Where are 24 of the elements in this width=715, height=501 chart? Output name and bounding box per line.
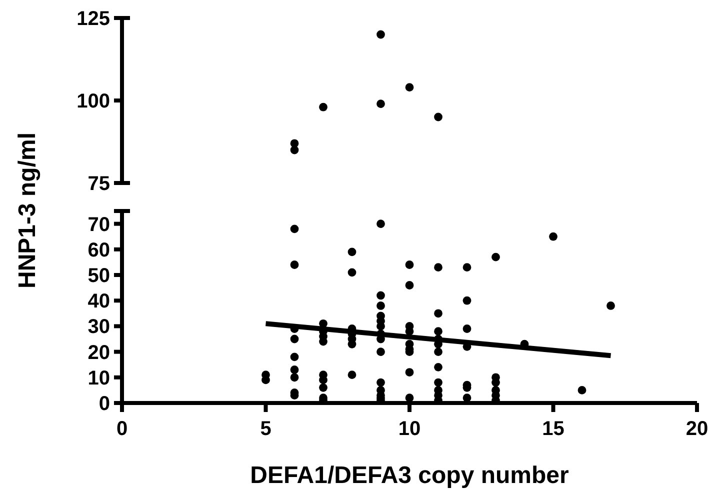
y-tick-label: 60 — [88, 239, 110, 262]
x-tick-label: 15 — [542, 418, 564, 440]
point — [290, 146, 299, 154]
y-axis-title: HNP1-3 ng/ml — [14, 132, 41, 289]
y-tick-label: 40 — [88, 290, 110, 313]
point — [434, 112, 442, 122]
y-tick-label: 100 — [76, 90, 110, 112]
x-tick-label: 10 — [398, 418, 421, 440]
y-tick-label: 75 — [88, 173, 110, 195]
x-tick-label: 20 — [686, 418, 708, 440]
x-tick-label: 5 — [260, 418, 272, 440]
point — [405, 83, 414, 92]
point — [319, 102, 328, 112]
y-tick-label: 10 — [88, 367, 110, 390]
y-tick-label: 0 — [98, 393, 110, 415]
y-tick-label: 125 — [76, 8, 110, 30]
y-tick-label: 30 — [88, 316, 110, 338]
y-tick-label: 20 — [88, 342, 110, 364]
y-tick-label: 50 — [88, 265, 110, 287]
y-tick-label: 70 — [88, 214, 110, 236]
x-tick-label: 0 — [116, 418, 128, 440]
point — [376, 30, 385, 39]
x-axis-title: DEFA1/DEFA3 copy number — [250, 462, 569, 489]
point — [376, 100, 385, 108]
